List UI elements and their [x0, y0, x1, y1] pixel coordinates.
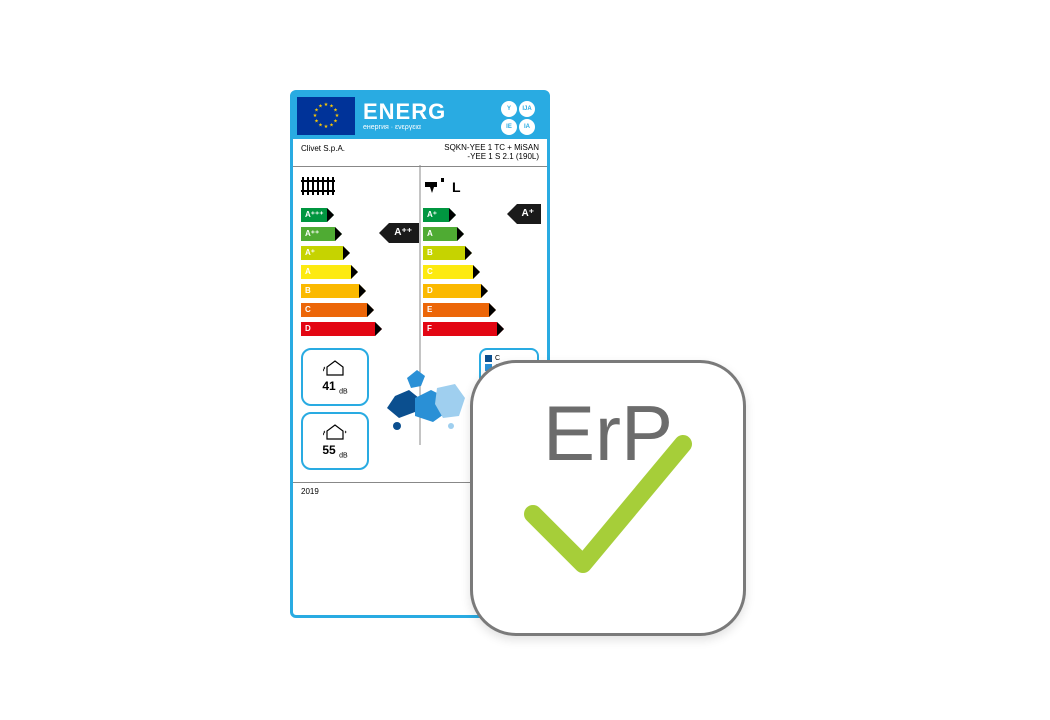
scale-row: C: [423, 264, 539, 280]
noise-value: 55 dB: [322, 443, 347, 459]
water-rating-tag: A⁺: [517, 204, 542, 224]
water-size-letter: L: [452, 179, 461, 195]
scale-row: B: [423, 245, 539, 261]
manufacturer-name: Clivet S.p.A.: [301, 144, 444, 162]
indoor-noise-box: 55 dB: [301, 412, 369, 470]
scale-arrow: A⁺⁺: [301, 227, 335, 241]
lang-circle: IJA: [519, 101, 535, 117]
house-indoor-icon: [323, 421, 347, 441]
scale-arrow: C: [301, 303, 367, 317]
heating-rating-tag: A⁺⁺: [389, 223, 419, 243]
water-scale: A⁺ ABCDEF: [423, 207, 539, 337]
scale-arrow: A⁺: [423, 208, 449, 222]
model-name: SQKN-YEE 1 TC + MiSAN -YEE 1 S 2.1 (190L…: [444, 144, 539, 162]
scale-arrow: A⁺: [301, 246, 343, 260]
scale-arrow: B: [423, 246, 465, 260]
scale-arrow: D: [301, 322, 375, 336]
scale-row: A: [423, 226, 539, 242]
scale-row: D: [301, 321, 417, 337]
scale-arrow: E: [423, 303, 489, 317]
energ-title: ENERG: [363, 101, 501, 123]
heating-scale-column: A⁺⁺⁺ A⁺⁺ A⁺ ABCD A⁺⁺: [301, 173, 417, 340]
scale-arrow: F: [423, 322, 497, 336]
lang-circles: Y IJA IE IA: [501, 93, 547, 139]
lang-circle: IA: [519, 119, 535, 135]
checkmark-icon: [513, 424, 703, 584]
scale-arrow: A: [423, 227, 457, 241]
scale-arrow: A: [301, 265, 351, 279]
scale-row: C: [301, 302, 417, 318]
scale-row: A⁺⁺⁺: [301, 207, 417, 223]
scale-arrow: B: [301, 284, 359, 298]
scale-arrow: A⁺⁺⁺: [301, 208, 327, 222]
scale-row: A: [301, 264, 417, 280]
label-header: ★ ★ ★ ★ ★ ★ ★ ★ ★ ★ ★ ★ ENERG енергия · …: [293, 93, 547, 139]
scale-arrow: D: [423, 284, 481, 298]
legend-swatch: [485, 355, 492, 362]
lang-circle: Y: [501, 101, 517, 117]
label-year: 2019: [301, 487, 319, 496]
scale-row: D: [423, 283, 539, 299]
outdoor-noise-box: 41 dB: [301, 348, 369, 406]
eu-stars: ★ ★ ★ ★ ★ ★ ★ ★ ★ ★ ★ ★: [312, 102, 340, 130]
noise-value: 41 dB: [322, 379, 347, 395]
scale-row: E: [423, 302, 539, 318]
erp-badge: ErP: [470, 360, 746, 636]
eu-flag-icon: ★ ★ ★ ★ ★ ★ ★ ★ ★ ★ ★ ★: [297, 97, 355, 135]
tap-icon: [423, 176, 447, 198]
scale-row: F: [423, 321, 539, 337]
noise-boxes: 41 dB 55 dB: [301, 348, 369, 478]
water-scale-column: L A⁺ ABCDEF A⁺: [423, 173, 539, 340]
lang-circle: IE: [501, 119, 517, 135]
manufacturer-row: Clivet S.p.A. SQKN-YEE 1 TC + MiSAN -YEE…: [293, 139, 547, 167]
house-outdoor-icon: [323, 357, 347, 377]
scale-row: A⁺: [301, 245, 417, 261]
energ-subtitle: енергия · ενεργεια: [363, 124, 501, 131]
radiator-icon: [301, 175, 337, 199]
energ-title-block: ENERG енергия · ενεργεια: [359, 93, 501, 139]
scale-row: B: [301, 283, 417, 299]
scale-arrow: C: [423, 265, 473, 279]
